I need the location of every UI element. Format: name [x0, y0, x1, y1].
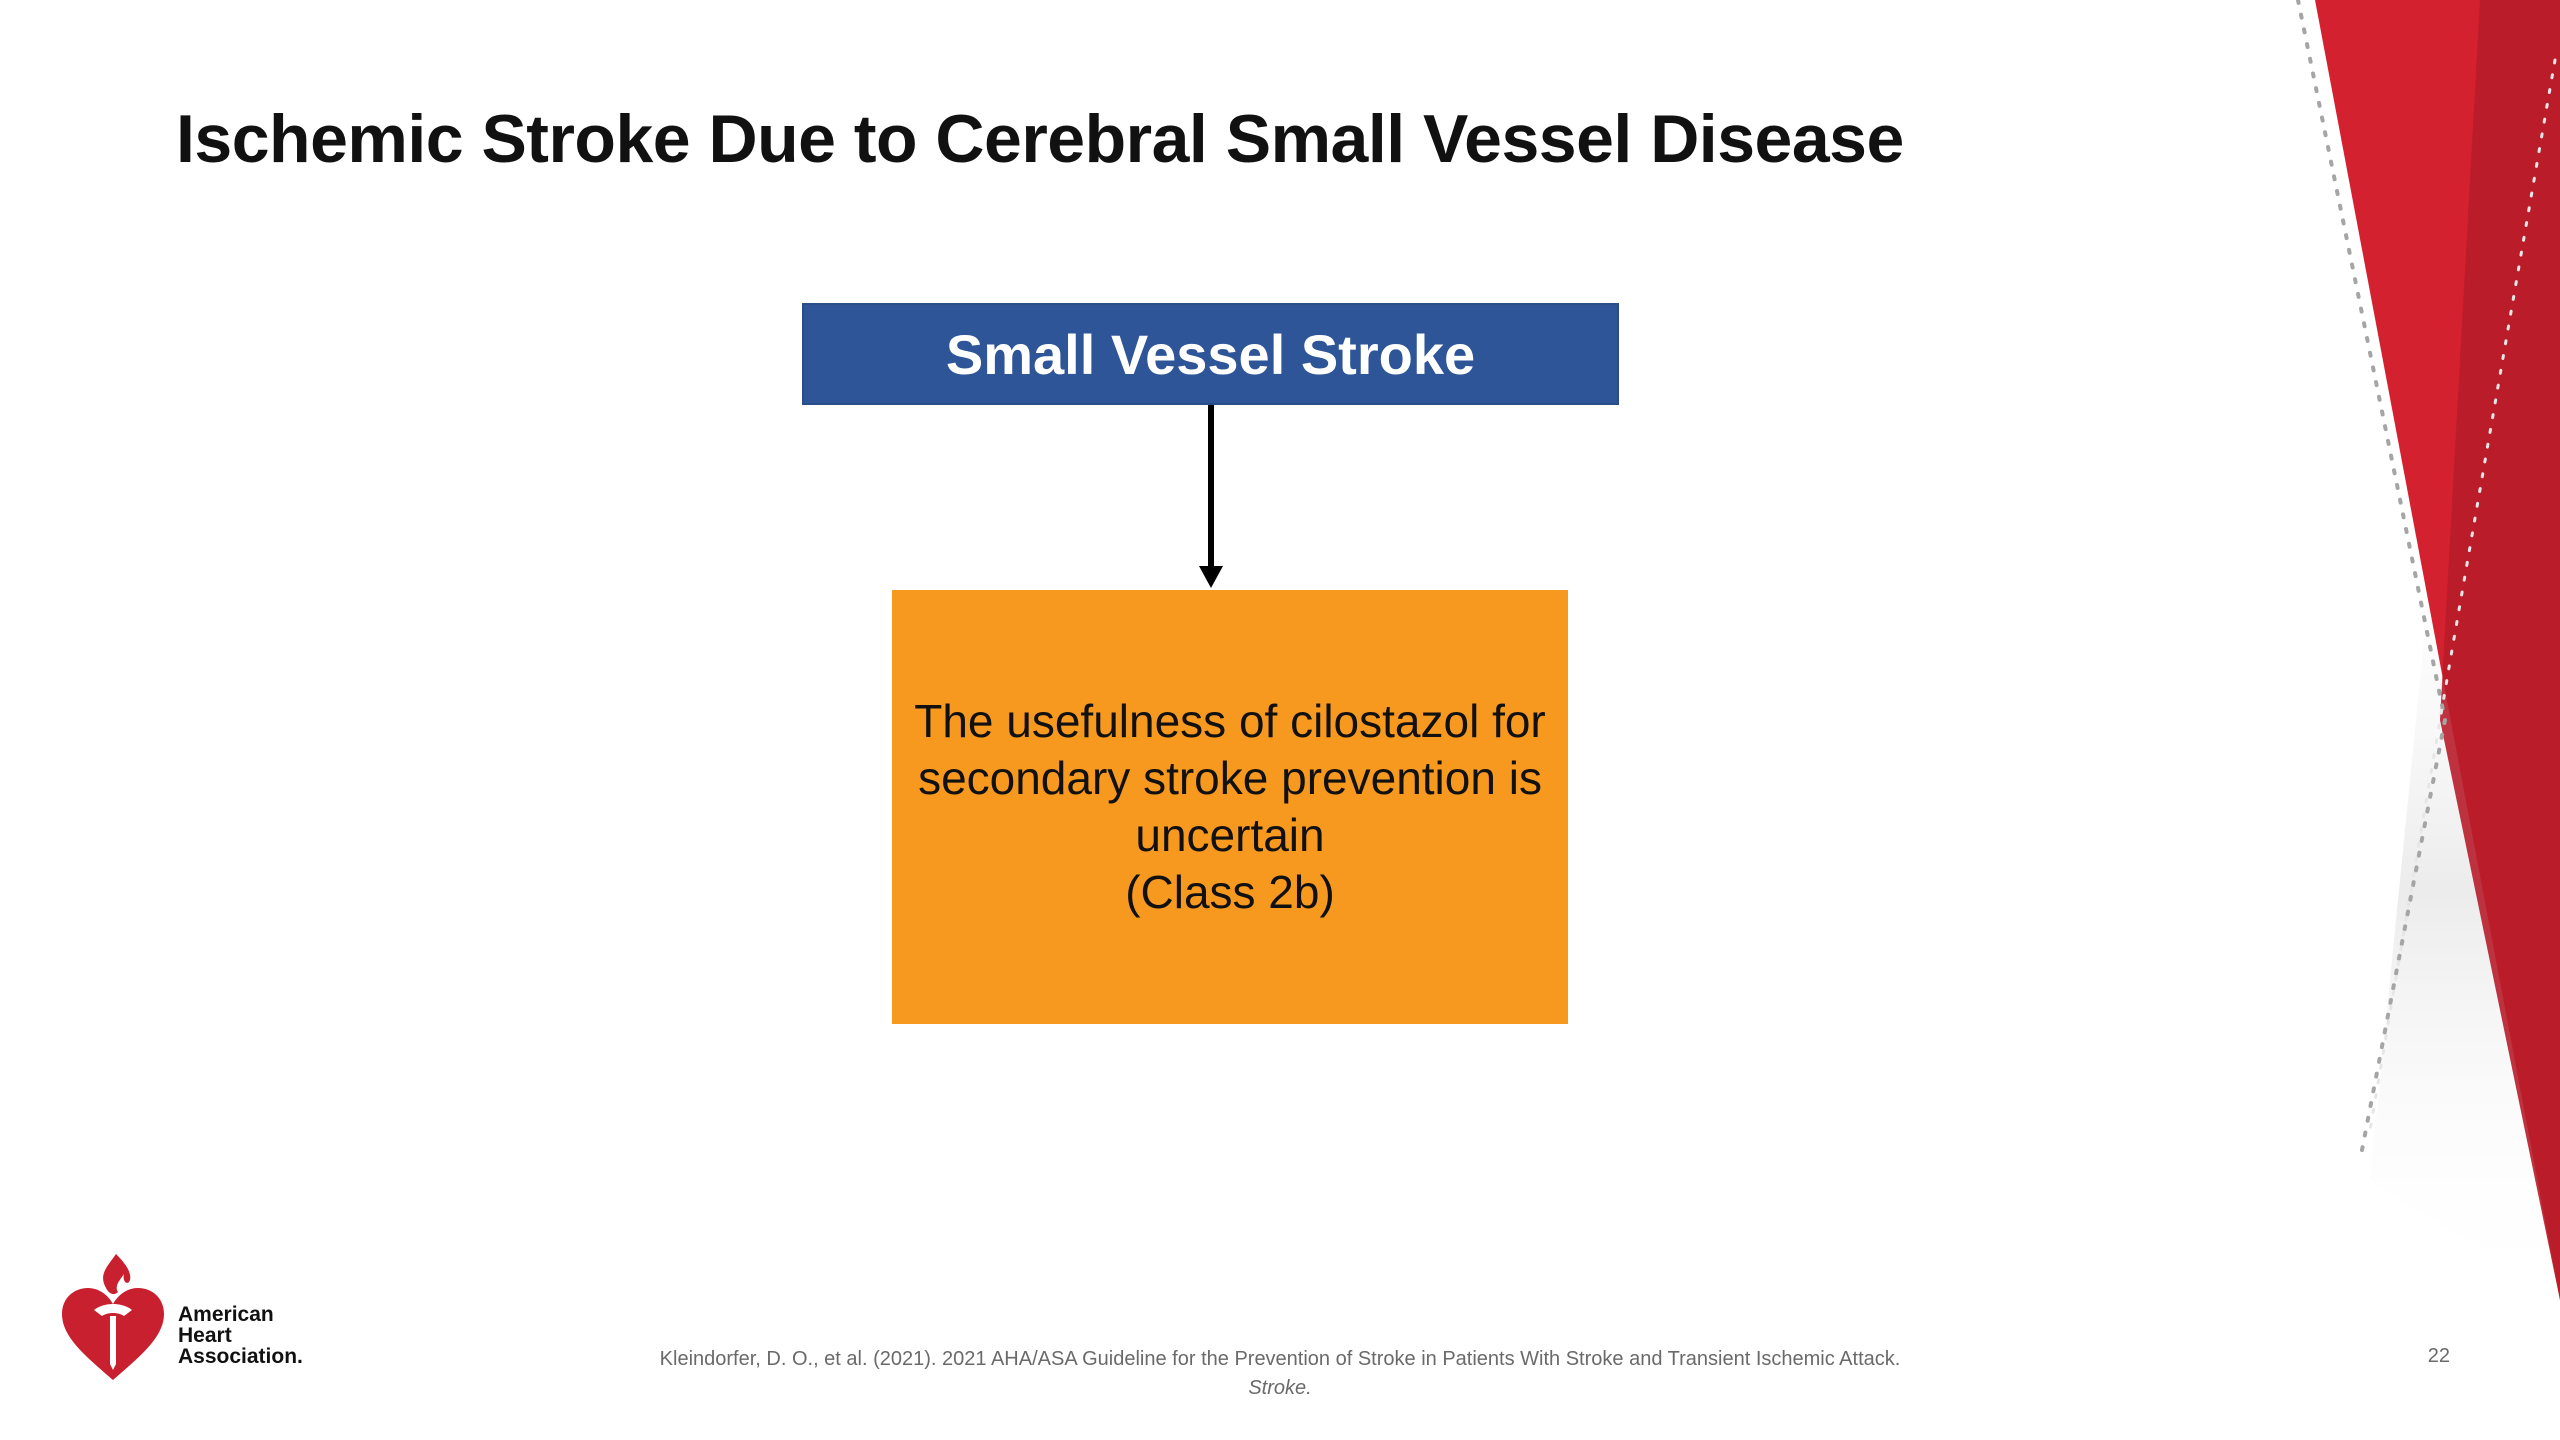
recommendation-line: uncertain	[1135, 809, 1325, 861]
logo-text: American Heart Association.	[178, 1304, 303, 1367]
heart-torch-icon	[62, 1254, 164, 1380]
logo-line: American	[178, 1303, 274, 1326]
citation-journal: Stroke.	[1248, 1377, 1312, 1399]
slide-title: Ischemic Stroke Due to Cerebral Small Ve…	[176, 101, 1904, 177]
logo-line: Heart	[178, 1324, 232, 1347]
recommendation-class: (Class 2b)	[1125, 866, 1335, 918]
recommendation-line: The usefulness of cilostazol for	[914, 695, 1546, 747]
logo-line: Association.	[178, 1345, 303, 1368]
page-number: 22	[2427, 1345, 2450, 1367]
recommendation-line: secondary stroke prevention is	[918, 752, 1542, 804]
recommendation-box: The usefulness of cilostazol for seconda…	[892, 590, 1568, 1024]
aha-logo: American Heart Association.	[58, 1252, 318, 1382]
flow-arrow	[1208, 405, 1214, 570]
small-vessel-stroke-box: Small Vessel Stroke	[802, 303, 1619, 405]
citation-text: Kleindorfer, D. O., et al. (2021). 2021 …	[659, 1348, 1901, 1370]
arrow-head-icon	[1199, 566, 1223, 588]
citation: Kleindorfer, D. O., et al. (2021). 2021 …	[560, 1345, 2000, 1403]
